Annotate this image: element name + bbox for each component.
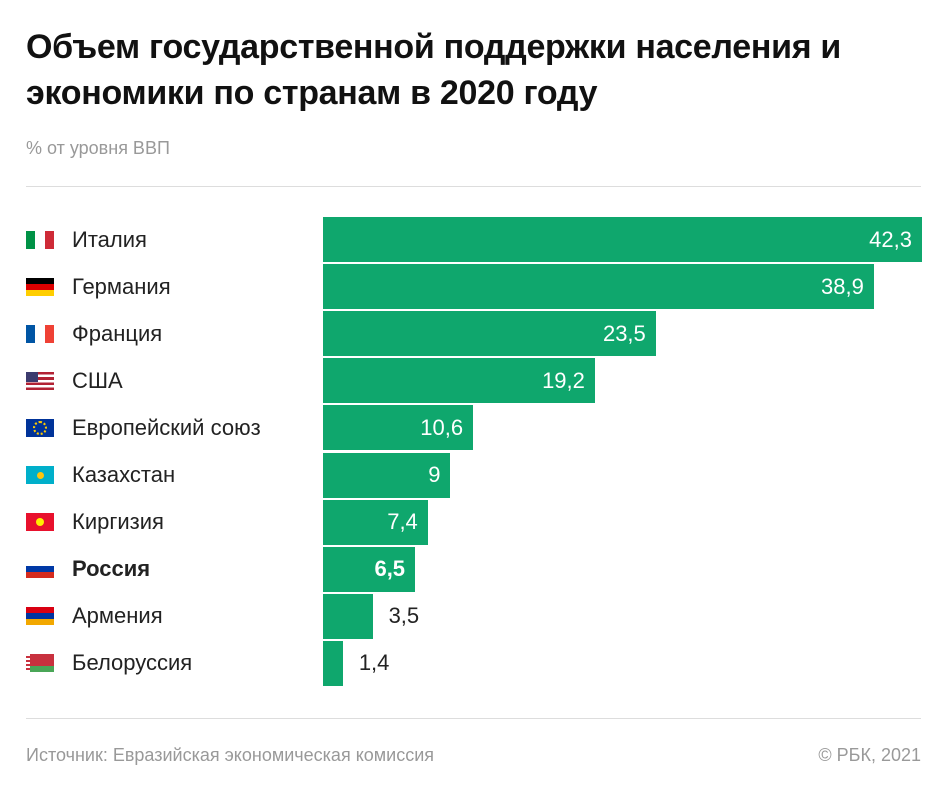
- value-label: 19,2: [542, 367, 585, 393]
- flag: [26, 277, 54, 296]
- value-label: 42,3: [869, 226, 912, 252]
- category-label: Европейский союз: [72, 414, 261, 440]
- source: Источник: Евразийская экономическая коми…: [26, 745, 435, 765]
- bar: [323, 546, 416, 592]
- bar: [323, 452, 451, 498]
- divider: [26, 718, 921, 719]
- bar: [323, 499, 428, 545]
- value-label: 6,5: [374, 556, 406, 582]
- bar: [323, 358, 595, 404]
- bar: [323, 593, 373, 639]
- flag: [26, 607, 54, 626]
- flag: [26, 560, 54, 579]
- category-label: США: [72, 367, 123, 393]
- value-label: 23,5: [602, 320, 646, 346]
- category-label: Франция: [72, 320, 163, 346]
- category-label: Казахстан: [72, 462, 176, 487]
- divider: [26, 186, 921, 187]
- flag: [26, 654, 54, 673]
- category-label: Киргизия: [72, 509, 164, 535]
- value-label: 7,4: [387, 509, 418, 535]
- category-label: Италия: [72, 226, 147, 252]
- category-label: Белоруссия: [72, 650, 193, 676]
- copyright: © РБК, 2021: [818, 745, 921, 765]
- category-label: Россия: [72, 556, 151, 582]
- bar: [323, 640, 343, 686]
- value-label: 10,6: [420, 414, 464, 440]
- bar: [323, 217, 922, 262]
- flag: [26, 513, 54, 532]
- flag: [26, 371, 54, 390]
- category-label: Армения: [72, 603, 163, 629]
- value-label: 3,5: [388, 603, 420, 629]
- bar: [323, 405, 474, 451]
- category-label: Германия: [72, 273, 171, 299]
- flag: [26, 230, 54, 249]
- value-label: 38,9: [821, 273, 864, 299]
- value-label: 9: [428, 462, 441, 487]
- value-label: 1,4: [358, 650, 390, 676]
- chart-title: Объем государственной поддержки населени…: [26, 28, 841, 112]
- flag: [26, 324, 54, 343]
- bar: [323, 311, 656, 357]
- flag: [26, 466, 54, 484]
- flag: [26, 418, 54, 437]
- chart-subtitle: % от уровня ВВП: [26, 138, 170, 158]
- bar: [323, 264, 874, 310]
